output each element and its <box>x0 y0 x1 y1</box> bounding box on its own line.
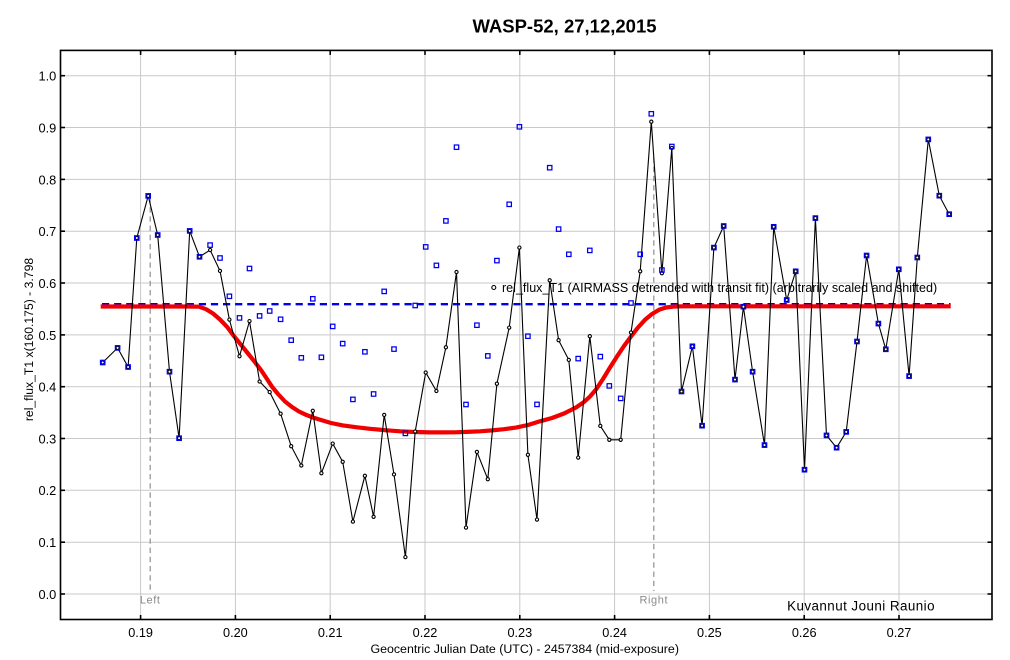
svg-text:0.19: 0.19 <box>128 626 153 640</box>
svg-text:0.1: 0.1 <box>39 535 57 550</box>
svg-text:1.0: 1.0 <box>39 69 57 84</box>
svg-text:0.0: 0.0 <box>39 587 57 602</box>
svg-text:0.6: 0.6 <box>39 276 57 291</box>
svg-text:0.4: 0.4 <box>39 380 57 395</box>
svg-text:0.5: 0.5 <box>39 328 57 343</box>
svg-text:Kuvannut Jouni Raunio: Kuvannut Jouni Raunio <box>787 599 935 614</box>
svg-text:rel_flux_T1 x(160.175) - 3.798: rel_flux_T1 x(160.175) - 3.798 <box>22 258 36 421</box>
svg-text:0.9: 0.9 <box>39 120 57 135</box>
svg-text:WASP-52, 27,12,2015: WASP-52, 27,12,2015 <box>472 15 656 36</box>
svg-text:0.25: 0.25 <box>697 626 722 640</box>
svg-text:0.8: 0.8 <box>39 172 57 187</box>
svg-text:0.22: 0.22 <box>413 626 438 640</box>
svg-text:0.27: 0.27 <box>887 626 912 640</box>
svg-text:rel_flux_T1 (AIRMASS detrended: rel_flux_T1 (AIRMASS detrended with tran… <box>502 281 937 295</box>
svg-text:0.24: 0.24 <box>602 626 627 640</box>
svg-text:Right: Right <box>639 594 668 606</box>
svg-text:0.20: 0.20 <box>223 626 248 640</box>
svg-text:Geocentric Julian Date (UTC) -: Geocentric Julian Date (UTC) - 2457384 (… <box>370 642 679 656</box>
svg-text:Left: Left <box>140 594 161 606</box>
svg-text:0.21: 0.21 <box>318 626 343 640</box>
svg-text:0.23: 0.23 <box>507 626 532 640</box>
svg-text:0.3: 0.3 <box>39 431 57 446</box>
svg-text:0.26: 0.26 <box>792 626 817 640</box>
svg-text:0.2: 0.2 <box>39 483 57 498</box>
svg-text:0.7: 0.7 <box>39 224 57 239</box>
